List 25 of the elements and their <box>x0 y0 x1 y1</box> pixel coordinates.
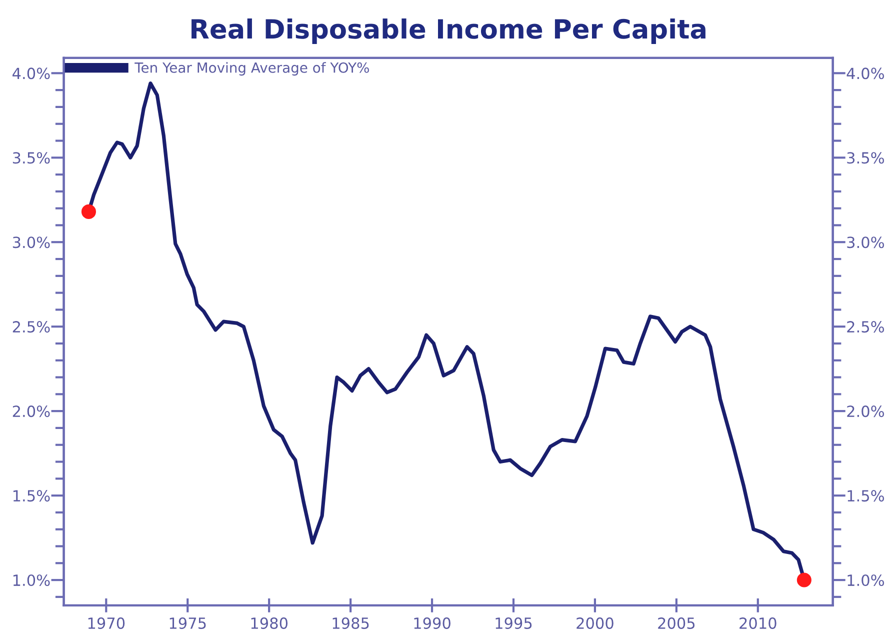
y-tick-label: 1.5% <box>13 490 50 502</box>
y2-tick-label: 3.5% <box>847 152 884 164</box>
y2-tick-label: 2.0% <box>847 406 884 418</box>
y2-tick-label: 1.0% <box>848 574 884 586</box>
y2-tick-label: 2.5% <box>847 321 884 333</box>
x-tick-label: 1990 <box>414 617 450 629</box>
y2-tick-label: 4.0% <box>846 68 884 80</box>
y-tick-label: 2.0% <box>12 406 50 418</box>
chart-title: Real Disposable Income Per Capita <box>192 18 706 44</box>
legend-label: Ten Year Moving Average of YOY% <box>134 62 369 76</box>
y-tick-label: 3.0% <box>12 236 50 248</box>
x-tick-label: 1985 <box>332 617 369 629</box>
y-tick-label: 1.0% <box>13 574 50 586</box>
y2-tick-label: 3.0% <box>847 236 884 248</box>
x-tick-label: 2000 <box>576 617 614 629</box>
y-tick-label: 2.5% <box>12 321 50 333</box>
x-tick-label: 2005 <box>658 617 695 629</box>
x-tick-label: 2010 <box>740 617 776 629</box>
x-tick-label: 1970 <box>88 617 125 629</box>
y-tick-label: 4.0% <box>12 68 50 80</box>
x-tick-label: 1995 <box>496 617 532 629</box>
x-tick-label: 1980 <box>251 617 288 629</box>
y-tick-label: 3.5% <box>12 152 50 164</box>
y2-tick-label: 1.5% <box>848 490 884 502</box>
x-tick-label: 1975 <box>170 617 206 629</box>
